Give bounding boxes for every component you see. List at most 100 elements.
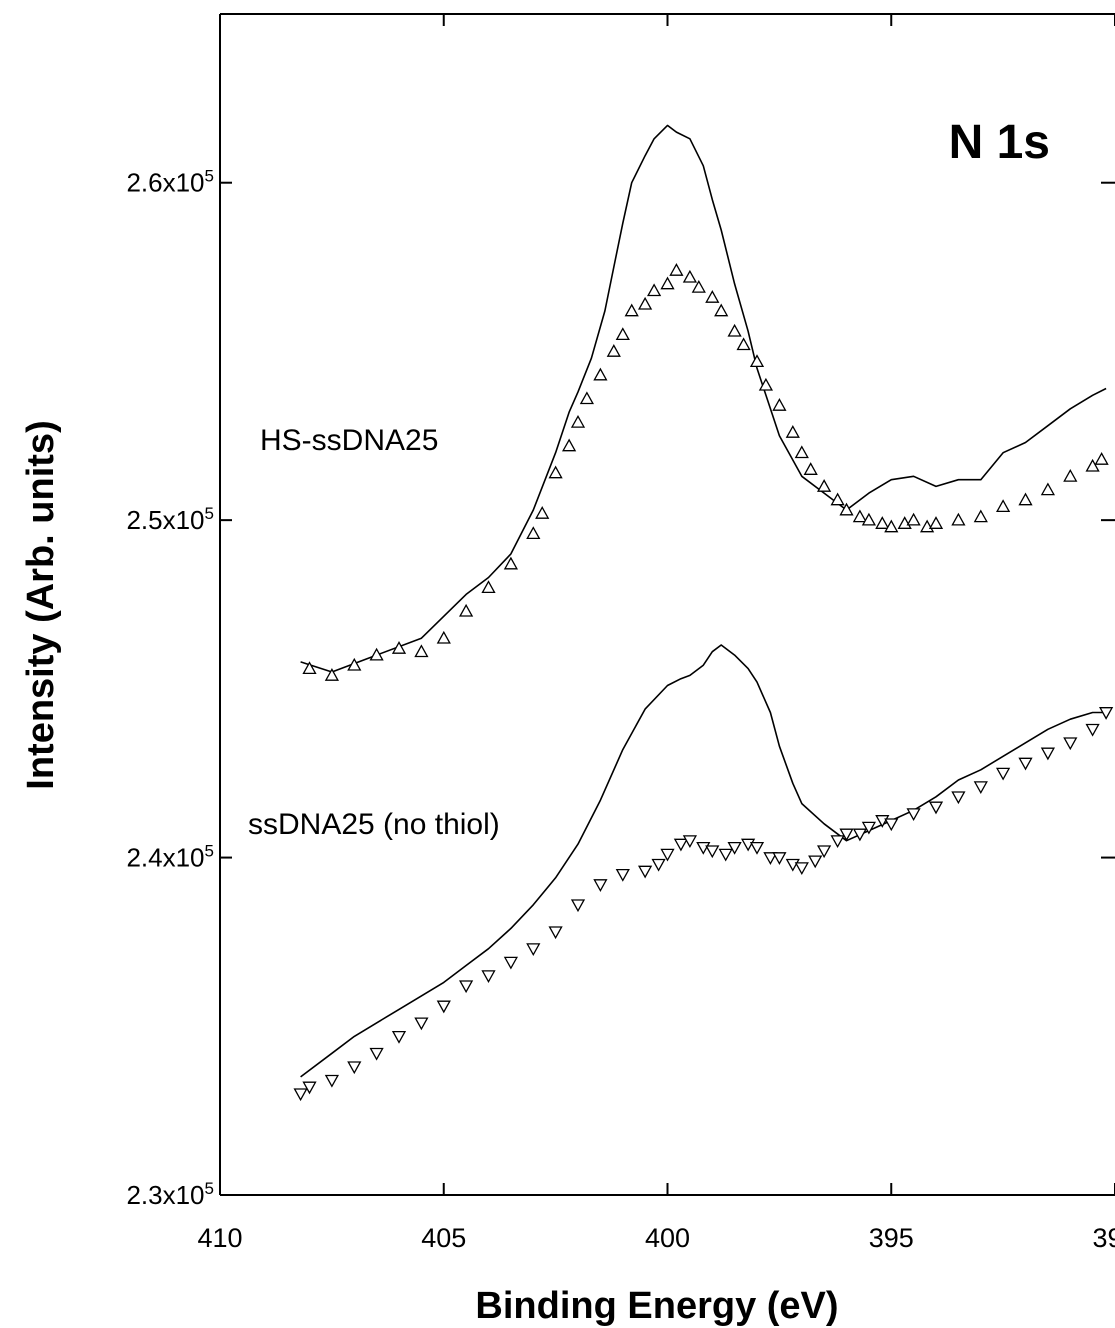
triangle-down-marker	[705, 845, 720, 859]
triangle-down-marker	[548, 926, 563, 940]
triangle-up-marker	[347, 657, 362, 671]
series-3-markers	[293, 707, 1114, 1102]
triangle-up-marker	[548, 465, 563, 479]
x-tick-label: 390	[1092, 1223, 1115, 1253]
triangle-up-marker	[481, 580, 496, 594]
triangle-up-marker	[615, 327, 630, 341]
triangle-down-marker	[1040, 747, 1056, 761]
triangle-down-marker	[906, 808, 921, 822]
triangle-up-marker	[624, 303, 639, 317]
triangle-up-marker	[758, 377, 774, 391]
annotation-hs-ssdna25: HS-ssDNA25	[260, 424, 438, 457]
triangle-up-marker	[714, 303, 729, 317]
triangle-up-marker	[646, 283, 662, 297]
triangle-down-marker	[369, 1047, 384, 1061]
triangle-up-marker	[682, 269, 698, 283]
triangle-up-marker	[660, 276, 675, 290]
data-marks	[293, 124, 1114, 1102]
triangle-up-marker	[875, 516, 890, 529]
series-2-line	[300, 644, 1107, 1078]
triangle-down-marker	[682, 835, 698, 849]
triangle-up-marker	[1040, 482, 1056, 496]
triangle-up-marker	[324, 668, 340, 681]
triangle-up-marker	[794, 445, 809, 459]
x-axis-title: Binding Energy (eV)	[475, 1285, 838, 1327]
triangle-up-marker	[570, 414, 586, 428]
triangle-down-marker	[785, 858, 800, 872]
triangle-up-marker	[1085, 458, 1100, 472]
triangle-down-marker	[1098, 707, 1114, 720]
triangle-down-marker	[808, 855, 823, 869]
x-tick-label: 395	[869, 1223, 914, 1253]
triangle-down-marker	[749, 841, 765, 855]
triangle-down-marker	[436, 1000, 451, 1014]
triangle-down-marker	[928, 801, 944, 815]
triangle-down-marker	[651, 858, 666, 872]
triangle-up-marker	[852, 509, 868, 523]
x-tick-label: 400	[645, 1223, 690, 1253]
triangle-up-marker	[884, 519, 899, 533]
triangle-up-marker	[861, 512, 877, 526]
triangle-up-marker	[727, 323, 742, 337]
triangle-up-marker	[803, 462, 818, 475]
triangle-down-marker	[293, 1088, 308, 1102]
triangle-up-marker	[1094, 452, 1109, 465]
axis-labels: 410 405 400 395 390 2.3x105 2.4x105 2.5x105 2.6x…	[126, 167, 1115, 1253]
triangle-down-marker	[391, 1030, 407, 1044]
axis-ticks	[219, 14, 1115, 1196]
triangle-down-marker	[458, 980, 474, 994]
triangle-up-marker	[897, 516, 912, 529]
triangle-down-marker	[1085, 723, 1100, 737]
annotation-ssdna25-no-thiol: ssDNA25 (no thiol)	[248, 808, 500, 841]
triangle-down-marker	[503, 956, 519, 970]
triangle-up-marker	[816, 479, 832, 492]
triangle-up-marker	[503, 556, 519, 570]
triangle-down-marker	[772, 852, 787, 865]
triangle-down-marker	[414, 1017, 429, 1031]
triangle-up-marker	[579, 391, 595, 405]
triangle-up-marker	[414, 644, 429, 658]
triangle-down-marker	[660, 848, 675, 862]
triangle-down-marker	[481, 970, 496, 984]
y-tick-label: 2.4x105	[126, 842, 214, 873]
triangle-up-marker	[593, 367, 608, 381]
triangle-up-marker	[785, 425, 800, 438]
triangle-up-marker	[1018, 492, 1033, 506]
triangle-up-marker	[951, 512, 966, 526]
triangle-up-marker	[391, 641, 407, 654]
triangle-down-marker	[1063, 737, 1078, 751]
triangle-down-marker	[526, 943, 541, 957]
y-tick-label: 2.3x105	[126, 1179, 214, 1210]
triangle-up-marker	[749, 354, 765, 368]
triangle-up-marker	[535, 506, 550, 519]
triangle-up-marker	[637, 296, 653, 310]
triangle-up-marker	[302, 661, 317, 675]
triangle-up-marker	[830, 492, 845, 506]
y-tick-label: 2.5x105	[126, 504, 214, 535]
x-tick-label: 405	[421, 1223, 466, 1253]
triangle-up-marker	[906, 512, 921, 526]
y-tick-label: 2.6x105	[126, 167, 214, 198]
triangle-down-marker	[995, 767, 1011, 781]
triangle-up-marker	[669, 263, 684, 276]
triangle-down-marker	[852, 828, 868, 842]
triangle-down-marker	[884, 818, 899, 832]
triangle-up-marker	[691, 279, 706, 293]
triangle-down-marker	[302, 1081, 317, 1095]
triangle-down-marker	[324, 1074, 340, 1088]
series-0-line	[300, 124, 1107, 673]
triangle-up-marker	[919, 519, 935, 533]
triangle-down-marker	[951, 791, 966, 805]
triangle-down-marker	[615, 868, 630, 882]
triangle-down-marker	[696, 841, 711, 855]
triangle-down-marker	[673, 838, 689, 852]
triangle-down-marker	[763, 852, 778, 865]
triangle-down-marker	[973, 781, 988, 795]
triangle-down-marker	[816, 845, 832, 859]
triangle-up-marker	[526, 526, 541, 540]
triangle-down-marker	[727, 841, 742, 855]
triangle-down-marker	[718, 848, 733, 862]
triangle-down-marker	[830, 835, 845, 849]
panel-label: N 1s	[949, 116, 1050, 169]
